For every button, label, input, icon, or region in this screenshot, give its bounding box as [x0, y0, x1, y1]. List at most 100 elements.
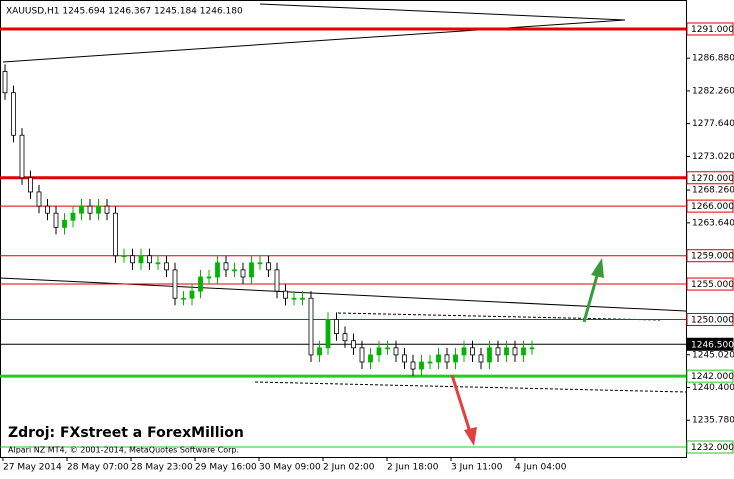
- level-label-box: [686, 277, 734, 291]
- candle-body: [147, 255, 152, 264]
- candle-body: [206, 276, 212, 279]
- candle-body: [79, 205, 84, 214]
- channel-line: [337, 312, 661, 321]
- candle-body: [385, 347, 390, 350]
- y-tick-label: 1282.260: [692, 86, 734, 96]
- candle-body: [130, 255, 135, 264]
- x-tick-label: 28 May 23:00: [131, 463, 193, 473]
- candle-body: [181, 297, 186, 300]
- candle-body: [487, 347, 492, 363]
- candle-body: [62, 219, 67, 228]
- candle-body: [113, 212, 118, 257]
- candle-body: [249, 262, 254, 278]
- candle-body: [359, 347, 365, 363]
- level-label: 1255.000: [691, 280, 734, 290]
- candle-body: [70, 212, 76, 221]
- candle-body: [512, 347, 518, 356]
- candle-body: [444, 354, 450, 363]
- level-label-box: [686, 199, 734, 213]
- y-tick-label: 1273.020: [692, 152, 734, 162]
- candle-body: [283, 290, 288, 299]
- candle-body: [504, 347, 509, 356]
- candle-body: [351, 340, 356, 349]
- candle-body: [36, 191, 42, 207]
- y-tick-label: 1277.640: [692, 119, 734, 129]
- x-tick-label: 2 Jun 18:00: [387, 463, 439, 473]
- x-tick-label: 3 Jun 11:00: [451, 463, 503, 473]
- candle-body: [96, 205, 101, 214]
- candles: [2, 64, 535, 377]
- level-label: 1232.000: [691, 443, 734, 453]
- y-tick-label: 1263.640: [692, 218, 734, 228]
- x-tick-label: 30 May 09:00: [259, 463, 321, 473]
- candle-body: [478, 354, 484, 363]
- level-label-box: [686, 249, 734, 263]
- y-tick-label: 1235.780: [692, 416, 734, 426]
- candle-body: [291, 297, 297, 300]
- down-arrow: [450, 374, 477, 446]
- candle-body: [470, 347, 475, 356]
- candle-body: [19, 134, 25, 179]
- level-label: 1259.000: [691, 252, 734, 262]
- x-tick-label: 2 Jun 02:00: [323, 463, 375, 473]
- candle-body: [2, 71, 8, 94]
- candle-body: [410, 361, 416, 370]
- y-tick-label: 1245.020: [692, 350, 734, 360]
- candle-body: [257, 262, 263, 265]
- candle-body: [223, 262, 229, 271]
- x-tick-label: 27 May 2014: [3, 463, 62, 473]
- level-label: 1250.000: [691, 315, 734, 325]
- candle-body: [53, 212, 59, 228]
- candle-body: [164, 262, 169, 271]
- copyright-note: Alpari NZ MT4, © 2001-2014, MetaQuotes S…: [8, 446, 239, 455]
- candle-body: [529, 347, 535, 350]
- candle-body: [453, 354, 458, 363]
- level-label: 1270.000: [691, 174, 734, 184]
- candle-body: [198, 276, 203, 292]
- candle-body: [521, 347, 526, 356]
- level-label-box: [686, 369, 734, 383]
- plot-frame: [0, 0, 687, 458]
- candle-body: [232, 269, 237, 272]
- levels: [0, 27, 686, 448]
- candle-body: [87, 205, 93, 214]
- candle-body: [155, 262, 161, 265]
- candle-body: [11, 92, 16, 136]
- candle-body: [215, 262, 220, 278]
- candle-body: [393, 347, 399, 356]
- level-label-box: [686, 22, 734, 36]
- candle-body: [317, 347, 322, 356]
- candle-body: [427, 361, 433, 364]
- candle-body: [121, 255, 127, 258]
- candle-body: [436, 354, 441, 363]
- candle-body: [172, 269, 178, 299]
- candle-body: [325, 319, 331, 349]
- axes: 1286.880 1282.260 1277.640 1273.020 1268.260…: [2, 22, 734, 473]
- level-label-box: [686, 312, 734, 326]
- x-tick-label: 29 May 16:00: [195, 463, 257, 473]
- chart-title: XAUUSD,H1 1245.694 1246.367 1245.184 124…: [6, 7, 243, 17]
- candle-body: [274, 269, 280, 292]
- candle-body: [334, 319, 339, 335]
- trend-line: [0, 277, 687, 312]
- up-arrow: [582, 258, 604, 323]
- y-tick-label: 1286.880: [692, 54, 734, 64]
- source-note: Zdroj: FXstreet a ForexMillion: [8, 425, 244, 441]
- candle-body: [495, 347, 501, 356]
- candle-body: [461, 347, 467, 356]
- level-label-box: [686, 337, 734, 351]
- candle-body: [138, 255, 144, 264]
- level-label-box: [686, 171, 734, 185]
- candle-body: [45, 205, 50, 214]
- x-tick-label: 4 Jun 04:00: [515, 463, 567, 473]
- candle-body: [266, 262, 271, 271]
- level-label-box: [686, 440, 734, 454]
- candle-body: [308, 297, 314, 356]
- candle-body: [104, 205, 110, 214]
- level-label: 1242.000: [691, 372, 734, 382]
- candle-body: [368, 354, 373, 363]
- candle-body: [342, 333, 348, 342]
- level-label: 1246.500: [691, 340, 734, 350]
- level-label: 1291.000: [691, 25, 734, 35]
